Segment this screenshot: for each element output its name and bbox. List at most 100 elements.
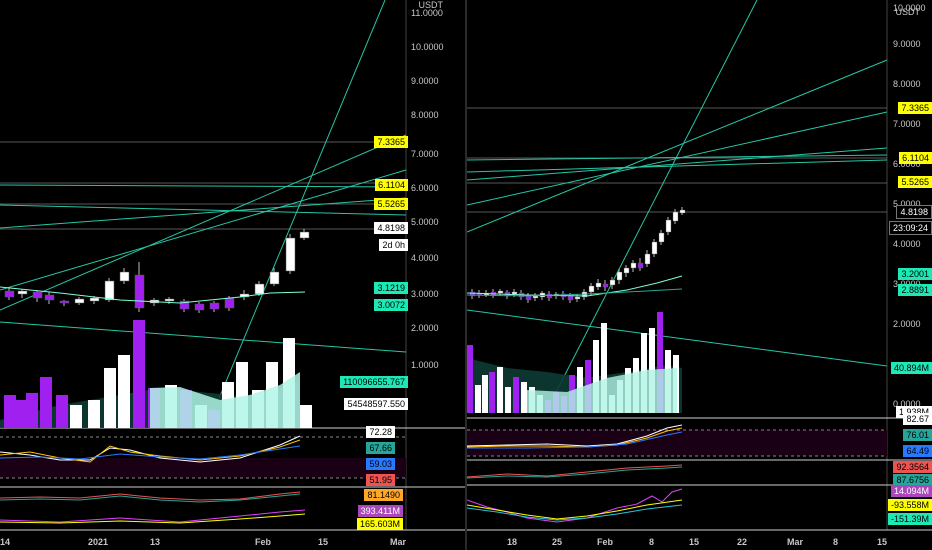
right-trend-line [467,309,888,367]
right-ind1-line-c [467,431,683,449]
right-x-tick: 15 [877,537,888,547]
right-candle-body [588,285,595,293]
left-price-tick: 1.0000 [411,360,439,370]
right-candle-body [609,279,616,286]
right-price-tick: 0.0000 [893,399,921,409]
left-price-tick: 10.0000 [411,42,444,52]
right-candle-body [665,219,672,233]
left-volume-bar [88,400,100,428]
right-ind2-line-b [467,466,683,479]
left-candle-body [299,231,310,239]
left-chart-canvas[interactable]: 11.000010.00009.00008.00007.00006.00005.… [0,0,465,550]
left-price-tick: 6.0000 [411,183,439,193]
left-candle-body [119,271,130,282]
right-price-tick: 6.0000 [893,159,921,169]
left-ind1-line-c [0,445,301,460]
left-price-tick: 3.0000 [411,289,439,299]
left-candle-body [89,297,100,302]
left-candle-body [134,274,145,309]
left-ind2-line-d [0,513,306,524]
left-x-tick: 2021 [88,537,109,547]
right-candle-body [630,262,637,269]
left-price-labels-tag: 54548597.550 [344,398,408,410]
right-price-labels-tag: 2.8891 [898,284,932,296]
left-volume-bar [70,405,82,428]
right-x-tick: 8 [833,537,839,547]
left-x-tick: Feb [255,537,272,547]
left-volume-bar [40,377,52,428]
left-price-labels-tag: 7.3365 [374,136,408,148]
right-ind3-labels-tag: -151.39M [887,513,932,525]
right-trend-line [467,154,888,161]
left-ind1-band [0,458,406,478]
right-volume-bar [505,387,511,413]
left-volume-bar [4,395,16,428]
pane-divider[interactable] [465,0,467,550]
left-candle-body [194,303,205,311]
right-ind1-labels-tag: 76.01 [903,429,932,441]
left-trend-line [0,134,407,311]
left-volume-bar [118,355,130,428]
left-ind2-labels-tag: 81.1490 [364,489,403,501]
left-trend-line [0,197,407,229]
right-candle-body [497,290,504,294]
left-price-tick: 2.0000 [411,323,439,333]
left-candle-body [104,280,115,301]
left-ind2-labels-tag: 165.603M [356,518,403,530]
left-candle-body [4,290,15,298]
right-candle-body [469,291,476,297]
right-price-tick: 5.0000 [893,199,921,209]
left-trend-line [0,204,407,216]
right-trend-line [467,147,888,181]
right-volume-bar [475,385,481,413]
left-price-tick: 9.0000 [411,76,439,86]
right-volume-ma-fill [527,368,677,413]
right-ind2-line-a [467,464,683,478]
right-ind3-labels-tag: -93.558M [887,499,932,511]
right-x-tick: 22 [737,537,748,547]
right-candle-body [532,295,539,299]
right-chart-pane[interactable]: 10.0000 9.0000 8.0000 7.0000 6.0000 5.0000 4.0… [467,0,932,550]
left-ind2-line-b [0,493,301,503]
left-candle-body [269,271,280,285]
right-volume-bar [489,372,495,413]
right-x-tick: Mar [787,537,804,547]
right-x-tick: 15 [689,537,700,547]
left-ind1-line-a [0,435,301,463]
left-x-tick: 15 [318,537,329,547]
right-candle-body [644,253,651,265]
right-price-ma-line-2 [467,288,683,297]
left-x-tick: 13 [150,537,161,547]
left-candle-body [179,300,190,310]
left-chart-pane[interactable]: 11.0000 10.0000 9.0000 8.0000 7.0000 6.0000 5.… [0,0,465,550]
right-price-labels-tag: 4.8198 [896,205,932,219]
left-price-tick: 7.0000 [411,149,439,159]
right-chart-canvas[interactable]: 10.0000 9.0000 8.0000 7.0000 6.0000 5.0000 4.0… [467,0,932,550]
left-volume-ma-fill [150,372,300,428]
right-x-tick: 25 [552,537,563,547]
right-price-labels-tag: 40.894M [890,362,932,374]
right-price-labels-tag: 5.5265 [898,176,932,188]
right-candle-body [511,291,518,295]
right-ind3-line-c [467,504,683,521]
right-trend-line [467,159,888,173]
left-price-tick: 5.0000 [411,217,439,227]
left-volume-bar [26,393,38,428]
right-candle-body [651,241,658,255]
right-candle-body [679,209,686,214]
left-candle-body [224,297,235,309]
right-x-tick: 8 [649,537,655,547]
left-volume-bar [14,400,26,428]
left-price-labels-tag: 6.1104 [375,179,408,191]
right-price-labels-tag: 3.2001 [898,268,932,280]
right-price-labels-tag: 7.3365 [898,102,932,114]
right-ind1-band [467,430,887,456]
left-price-labels-tag: 3.1219 [374,282,408,294]
right-price-tick: 9.0000 [893,39,921,49]
left-candle-body [32,291,43,299]
right-candle-body [672,211,679,222]
right-trend-line [467,111,888,206]
right-ind1-labels-tag: 82.67 [903,413,932,425]
left-ind2-line-a [0,491,301,501]
